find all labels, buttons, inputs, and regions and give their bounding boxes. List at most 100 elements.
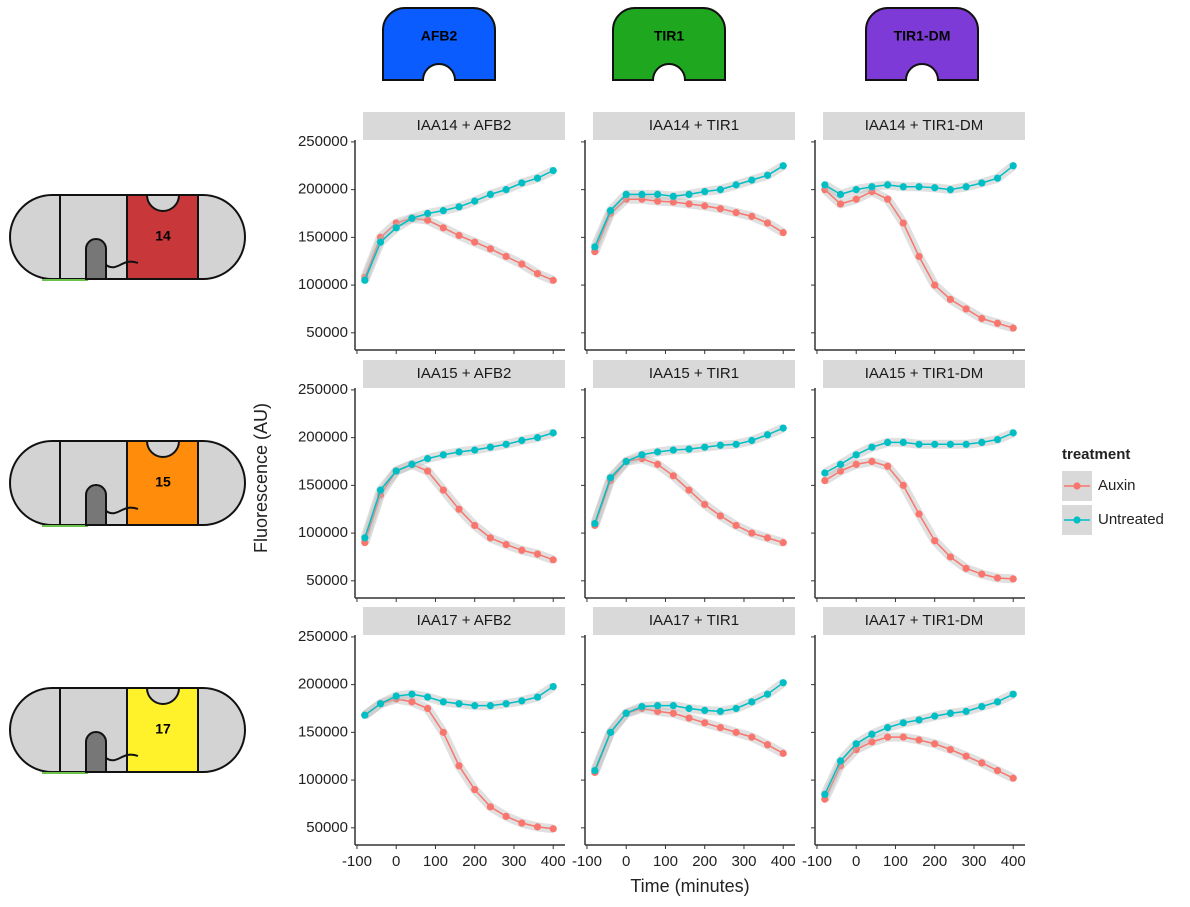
data-point bbox=[361, 276, 369, 284]
data-point bbox=[533, 270, 542, 278]
data-point bbox=[486, 534, 495, 542]
data-point bbox=[685, 445, 693, 453]
data-point bbox=[763, 219, 772, 227]
data-point bbox=[852, 451, 860, 459]
data-point bbox=[685, 714, 693, 722]
data-point bbox=[732, 704, 740, 713]
data-point bbox=[868, 738, 876, 746]
y-tick-label: 100000 bbox=[298, 524, 348, 541]
data-point bbox=[518, 546, 526, 554]
data-point bbox=[549, 276, 557, 284]
data-point bbox=[701, 500, 709, 509]
legend-label: Untreated bbox=[1098, 511, 1164, 528]
legend-dot bbox=[1073, 482, 1081, 490]
data-point bbox=[376, 238, 385, 246]
data-point bbox=[654, 460, 662, 468]
panel-title: IAA14 + TIR1 bbox=[649, 117, 739, 134]
data-point bbox=[502, 540, 510, 549]
data-point bbox=[591, 243, 599, 251]
data-point bbox=[962, 564, 970, 573]
data-point bbox=[685, 200, 693, 208]
data-point bbox=[502, 186, 510, 194]
data-point bbox=[518, 697, 526, 705]
data-point bbox=[1009, 162, 1017, 170]
panel-title: IAA14 + AFB2 bbox=[417, 117, 512, 134]
x-tick-label: 300 bbox=[731, 853, 756, 870]
data-point bbox=[439, 698, 447, 706]
data-point bbox=[852, 740, 860, 748]
x-tick-label: 200 bbox=[922, 853, 947, 870]
data-point bbox=[962, 183, 970, 191]
data-point bbox=[962, 440, 970, 448]
strip bbox=[363, 112, 565, 140]
x-tick-label: 400 bbox=[771, 853, 796, 870]
data-point bbox=[884, 195, 892, 203]
data-point bbox=[424, 209, 432, 218]
data-point bbox=[376, 486, 385, 494]
data-point bbox=[779, 749, 787, 757]
data-point bbox=[915, 252, 923, 261]
data-point bbox=[763, 690, 772, 698]
data-point bbox=[732, 521, 740, 530]
data-point bbox=[732, 728, 740, 736]
data-point bbox=[763, 741, 772, 749]
data-point bbox=[836, 190, 845, 199]
data-point bbox=[978, 759, 986, 767]
degron-domain bbox=[126, 440, 199, 526]
data-point bbox=[732, 181, 740, 189]
tail bbox=[105, 260, 139, 269]
data-point bbox=[471, 197, 479, 205]
data-point bbox=[533, 693, 542, 701]
tail bbox=[105, 753, 139, 762]
data-point bbox=[852, 460, 860, 468]
data-point bbox=[931, 537, 939, 545]
data-point bbox=[518, 819, 526, 827]
data-point bbox=[978, 438, 986, 447]
data-point bbox=[899, 733, 907, 741]
data-point bbox=[486, 190, 495, 199]
data-point bbox=[779, 424, 787, 432]
data-point bbox=[868, 443, 876, 451]
data-point bbox=[701, 443, 709, 451]
data-point bbox=[748, 733, 756, 741]
x-tick-label: 300 bbox=[961, 853, 986, 870]
data-point bbox=[884, 181, 892, 189]
x-tick-label: 300 bbox=[501, 853, 526, 870]
y-tick-label: 200000 bbox=[298, 181, 348, 198]
strip bbox=[363, 360, 565, 388]
column-header: TIR1-DM bbox=[894, 28, 951, 44]
data-point bbox=[946, 440, 955, 448]
data-point bbox=[1009, 575, 1017, 583]
y-tick-label: 100000 bbox=[298, 771, 348, 788]
data-point bbox=[654, 702, 662, 710]
y-tick-label: 150000 bbox=[298, 723, 348, 740]
data-point bbox=[439, 207, 447, 215]
data-point bbox=[392, 467, 400, 475]
x-tick-label: 400 bbox=[1001, 853, 1026, 870]
data-point bbox=[868, 183, 876, 191]
data-point bbox=[748, 698, 756, 706]
data-point bbox=[763, 534, 772, 542]
data-point bbox=[993, 319, 1002, 327]
data-point bbox=[455, 203, 463, 211]
data-point bbox=[946, 709, 955, 717]
data-point bbox=[899, 438, 907, 447]
data-point bbox=[821, 790, 829, 799]
data-point bbox=[931, 740, 939, 748]
data-point bbox=[899, 481, 907, 489]
data-point bbox=[408, 690, 416, 698]
data-point bbox=[931, 440, 939, 448]
data-point bbox=[763, 171, 772, 179]
x-tick-label: 100 bbox=[883, 853, 908, 870]
data-point bbox=[821, 476, 829, 485]
x-tick-label: 200 bbox=[692, 853, 717, 870]
data-point bbox=[533, 174, 542, 182]
panel-title: IAA17 + TIR1-DM bbox=[865, 612, 984, 629]
receptor-shape bbox=[612, 7, 726, 81]
legend-label: Auxin bbox=[1098, 477, 1136, 494]
data-point bbox=[716, 186, 725, 194]
strip bbox=[823, 360, 1025, 388]
data-point bbox=[993, 574, 1002, 582]
construct-diagram: 15 bbox=[9, 440, 246, 527]
degron-domain bbox=[126, 687, 199, 773]
